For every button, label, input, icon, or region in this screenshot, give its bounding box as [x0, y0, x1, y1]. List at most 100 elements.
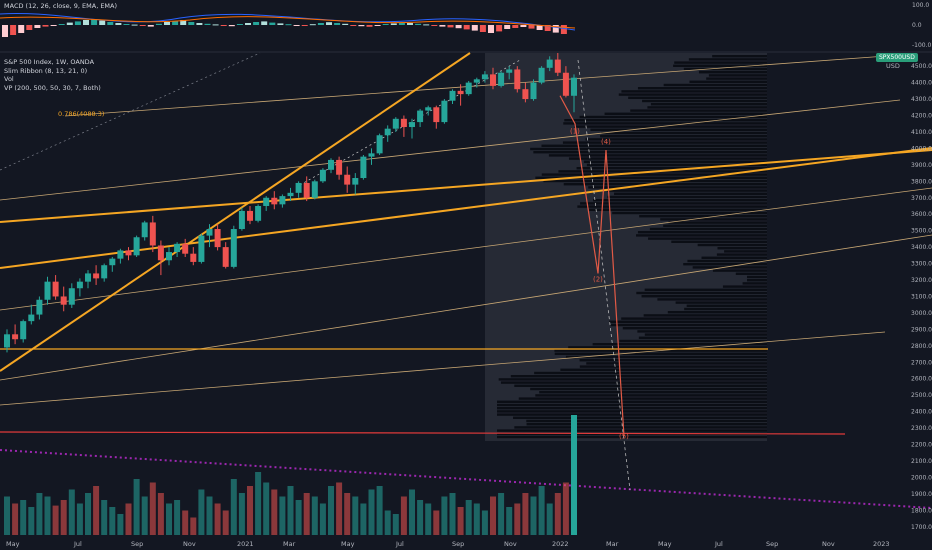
fib-line-3 — [0, 331, 886, 406]
vp-row — [576, 167, 767, 170]
vp-row — [513, 416, 767, 419]
candle-body — [457, 90, 464, 95]
vp-row — [548, 154, 767, 157]
vp-row — [562, 141, 767, 144]
price-axis-tick: 2800.0 — [911, 343, 932, 350]
vp-row — [642, 99, 767, 103]
vp-row — [648, 237, 767, 240]
price-axis-tick: 3600.0 — [911, 211, 932, 218]
volume-bar — [554, 493, 561, 535]
macd-histogram-bar — [301, 25, 308, 26]
macd-histogram-bar — [309, 24, 316, 26]
vp-row — [564, 119, 767, 122]
time-axis-tick: Sep — [452, 540, 464, 548]
candle-body — [263, 197, 270, 206]
volume-bar — [344, 493, 351, 535]
candle-body — [562, 72, 569, 96]
candle-body — [417, 110, 424, 123]
vp-row — [686, 304, 767, 307]
volume-bar — [263, 482, 270, 535]
candle-body — [230, 229, 237, 267]
volume-bar — [400, 496, 407, 535]
candle-body — [376, 135, 383, 154]
volume-bar — [522, 493, 529, 535]
volume-bars — [4, 415, 577, 535]
macd-histogram-bar — [204, 23, 211, 25]
vp-row — [579, 365, 767, 368]
vp-row — [643, 314, 767, 317]
price-axis-tick: 4100.0 — [911, 129, 932, 136]
main-legend[interactable]: S&P 500 Index, 1W, OANDA Slim Ribbon (8,… — [4, 58, 101, 92]
volume-bar — [441, 496, 448, 535]
macd-legend[interactable]: MACD (12, 26, close, 9, EMA, EMA) — [4, 2, 117, 11]
vp-row — [579, 359, 767, 362]
trendlines — [0, 52, 932, 509]
volume-bar — [68, 489, 75, 535]
volume-bar — [149, 482, 156, 535]
time-axis-tick: 2022 — [552, 540, 569, 548]
volume-bar — [473, 503, 480, 535]
macd-histogram-bar — [188, 22, 195, 25]
macd-histogram-bar — [317, 23, 324, 25]
price-axis-tick: 4000.0 — [911, 145, 932, 152]
long-trendline — [0, 52, 471, 372]
macd-histogram-bar — [83, 20, 89, 25]
price-axis-tick: 3800.0 — [911, 178, 932, 185]
volume-bar — [360, 503, 367, 535]
price-axis-tick: 1700.0 — [911, 524, 932, 531]
vp-row — [735, 272, 767, 275]
vp-row — [588, 186, 767, 189]
vp-row — [712, 269, 767, 272]
volume-bar — [238, 493, 245, 535]
macd-histogram-bar — [180, 20, 187, 25]
volume-bar — [44, 496, 51, 535]
volume-bar — [222, 510, 229, 535]
price-axis-tick: 4300.0 — [911, 96, 932, 103]
vp-row — [747, 279, 767, 282]
vp-row — [622, 327, 767, 330]
price-axis-tick: 3900.0 — [911, 162, 932, 169]
candle-body — [271, 197, 278, 205]
vp-row — [683, 263, 767, 266]
macd-histogram-bar — [479, 25, 486, 32]
macd-histogram-bar — [407, 23, 413, 25]
macd-histogram-bar — [423, 24, 430, 26]
candle-body — [352, 178, 359, 185]
vp-row — [657, 298, 767, 301]
time-axis-tick: Mar — [283, 540, 296, 548]
vp-row — [541, 173, 767, 176]
vp-row — [497, 435, 767, 439]
volume-bar — [336, 482, 343, 535]
macd-histogram-bar — [415, 23, 422, 25]
macd-histogram-bar — [382, 24, 389, 25]
candle-body — [101, 265, 108, 279]
vp-row — [568, 346, 767, 349]
price-axis-tick: 2700.0 — [911, 359, 932, 366]
volume-bar — [36, 493, 43, 535]
candle-body — [12, 334, 19, 340]
vp-row — [621, 90, 767, 93]
candle-body — [4, 334, 10, 348]
candle-body — [514, 69, 521, 90]
symbol-title: S&P 500 Index, 1W, OANDA — [4, 58, 95, 66]
vp-row — [526, 419, 767, 423]
candle-body — [166, 252, 172, 261]
vp-row — [675, 301, 767, 304]
vp-row — [638, 336, 767, 339]
volume-bar — [287, 486, 294, 535]
price-axis-tick: 3400.0 — [911, 244, 932, 251]
volume-bar — [352, 496, 359, 535]
vp-row — [671, 240, 767, 243]
vp-row — [543, 179, 767, 183]
vp-row — [497, 400, 767, 403]
volume-bar — [449, 493, 456, 535]
macd-histogram-bar — [277, 23, 284, 25]
vp-row — [586, 362, 767, 365]
macd-histogram-bar — [34, 25, 41, 28]
volume-bar — [328, 486, 334, 535]
fib-line-1 — [0, 99, 901, 201]
macd-histogram-bar — [50, 25, 57, 26]
price-axis-tick: 2400.0 — [911, 409, 932, 416]
candle-body — [206, 229, 213, 236]
